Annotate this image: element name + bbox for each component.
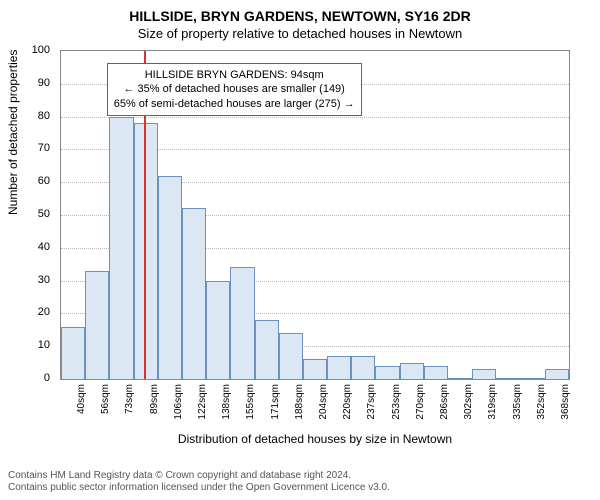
histogram-bar: [327, 356, 351, 379]
x-tick-label: 352sqm: [536, 384, 547, 420]
y-tick-label: 20: [0, 306, 50, 318]
x-axis-label: Distribution of detached houses by size …: [60, 432, 570, 446]
x-tick-label: 302sqm: [463, 384, 474, 420]
y-tick-label: 40: [0, 241, 50, 253]
x-tick-label: 138sqm: [221, 384, 232, 420]
annotation-box: HILLSIDE BRYN GARDENS: 94sqm ← 35% of de…: [107, 63, 362, 116]
y-tick-label: 70: [0, 142, 50, 154]
footer-line-1: Contains HM Land Registry data © Crown c…: [8, 470, 592, 482]
histogram-bar: [351, 356, 375, 379]
histogram-bar: [400, 363, 424, 379]
x-axis: 40sqm 56sqm 73sqm 89sqm 106sqm 122sqm 138sqm 15…: [60, 380, 570, 440]
x-tick-label: 106sqm: [173, 384, 184, 420]
histogram-bar: [448, 378, 472, 379]
histogram-bar: [109, 117, 133, 379]
histogram-bar: [303, 359, 327, 379]
x-tick-label: 286sqm: [439, 384, 450, 420]
histogram-bar: [375, 366, 399, 379]
x-tick-label: 122sqm: [197, 384, 208, 420]
x-tick-label: 73sqm: [124, 384, 135, 414]
histogram-bar: [496, 378, 520, 379]
histogram-bar: [521, 378, 545, 379]
page-subtitle: Size of property relative to detached ho…: [0, 24, 600, 41]
footer-attribution: Contains HM Land Registry data © Crown c…: [8, 470, 592, 494]
histogram-bar: [424, 366, 448, 379]
x-tick-label: 89sqm: [149, 384, 160, 414]
x-tick-label: 155sqm: [245, 384, 256, 420]
x-tick-label: 171sqm: [270, 384, 281, 420]
histogram-bar: [472, 369, 496, 379]
y-axis: 0102030405060708090100: [0, 50, 56, 380]
x-tick-label: 188sqm: [294, 384, 305, 420]
x-tick-label: 270sqm: [415, 384, 426, 420]
histogram-bar: [158, 176, 182, 379]
x-tick-label: 335sqm: [512, 384, 523, 420]
histogram-bar: [230, 267, 254, 379]
histogram-bar: [182, 208, 206, 379]
annotation-line-1: HILLSIDE BRYN GARDENS: 94sqm: [114, 68, 355, 82]
y-tick-label: 10: [0, 339, 50, 351]
y-tick-label: 90: [0, 77, 50, 89]
page-root: HILLSIDE, BRYN GARDENS, NEWTOWN, SY16 2D…: [0, 0, 600, 500]
histogram-bar: [255, 320, 279, 379]
x-tick-label: 40sqm: [76, 384, 87, 414]
x-tick-label: 237sqm: [366, 384, 377, 420]
annotation-line-3: 65% of semi-detached houses are larger (…: [114, 97, 355, 111]
x-tick-label: 368sqm: [560, 384, 571, 420]
y-tick-label: 80: [0, 110, 50, 122]
histogram-bar: [61, 327, 85, 379]
y-tick-label: 0: [0, 372, 50, 384]
histogram-bar: [545, 369, 569, 379]
histogram-bar: [85, 271, 109, 379]
y-tick-label: 50: [0, 208, 50, 220]
x-tick-label: 319sqm: [487, 384, 498, 420]
annotation-line-2: ← 35% of detached houses are smaller (14…: [114, 82, 355, 96]
x-tick-label: 56sqm: [100, 384, 111, 414]
x-tick-label: 220sqm: [342, 384, 353, 420]
plot-area: HILLSIDE BRYN GARDENS: 94sqm ← 35% of de…: [60, 50, 570, 380]
page-title: HILLSIDE, BRYN GARDENS, NEWTOWN, SY16 2D…: [0, 0, 600, 24]
x-tick-label: 204sqm: [318, 384, 329, 420]
y-tick-label: 30: [0, 274, 50, 286]
histogram-bar: [279, 333, 303, 379]
y-tick-label: 100: [0, 44, 50, 56]
y-tick-label: 60: [0, 175, 50, 187]
histogram-bar: [206, 281, 230, 379]
footer-line-2: Contains public sector information licen…: [8, 482, 592, 494]
x-tick-label: 253sqm: [391, 384, 402, 420]
